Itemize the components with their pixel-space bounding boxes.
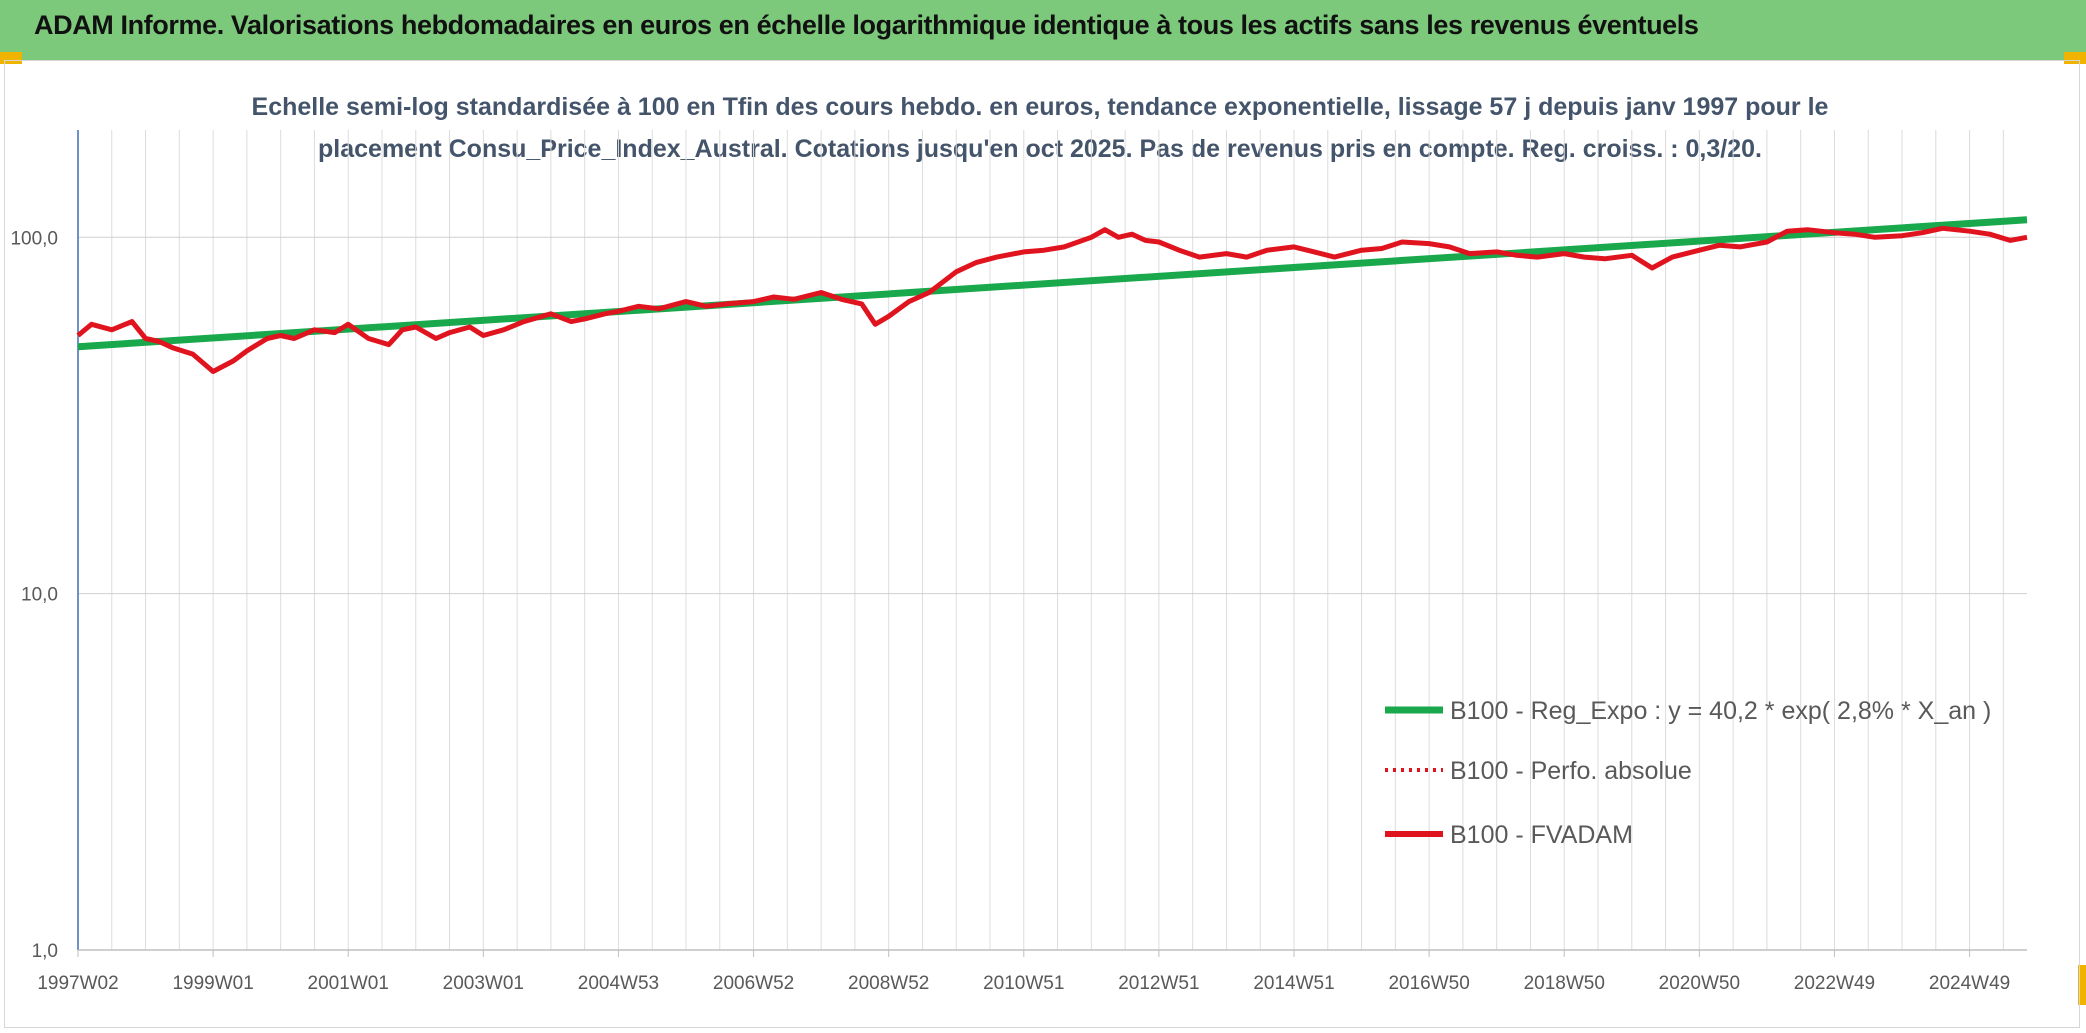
x-tick-label: 2024W49 [1929, 973, 2010, 994]
corner-marker-right [2064, 52, 2086, 64]
x-tick-label: 2003W01 [443, 973, 524, 994]
chart-subtitle-line-2: placement Consu_Price_Index_Austral. Cot… [318, 135, 1762, 163]
x-tick-label: 2012W51 [1118, 973, 1199, 994]
chart-legend: B100 - Reg_Expo : y = 40,2 * exp( 2,8% *… [1385, 697, 1991, 849]
series-line-fvadam [76, 225, 2028, 374]
grid-lines [78, 130, 2027, 951]
x-tick-label: 2016W50 [1388, 973, 1469, 994]
x-tick-label: 2010W51 [983, 973, 1064, 994]
corner-marker-left [0, 52, 22, 64]
chart-subtitle-line-1: Echelle semi-log standardisée à 100 en T… [252, 93, 1829, 121]
legend-label-fvadam: B100 - FVADAM [1450, 821, 1633, 849]
legend-label-perfo-absolue: B100 - Perfo. absolue [1450, 757, 1692, 785]
tick-labels: 1,0 10,0 100,0 1997W02 1999W01 2001W01 2003W01… [10, 228, 2010, 994]
x-tick-label: 2018W50 [1524, 973, 1605, 994]
x-tick-label: 2006W52 [713, 973, 794, 994]
y-tick-label: 1,0 [32, 941, 58, 962]
axes [77, 130, 2027, 957]
page-title: ADAM Informe. Valorisations hebdomadaire… [34, 10, 1699, 40]
header-banner: ADAM Informe. Valorisations hebdomadaire… [0, 0, 2086, 60]
x-tick-label: 2001W01 [308, 973, 389, 994]
x-tick-label: 2008W52 [848, 973, 929, 994]
y-tick-label: 100,0 [10, 228, 58, 249]
x-tick-label: 2004W53 [578, 973, 659, 994]
legend-label-reg-expo: B100 - Reg_Expo : y = 40,2 * exp( 2,8% *… [1450, 697, 1991, 725]
x-tick-label: 1997W02 [37, 973, 118, 994]
x-tick-label: 1999W01 [172, 973, 253, 994]
x-tick-label: 2020W50 [1659, 973, 1740, 994]
y-tick-label: 10,0 [21, 585, 58, 606]
x-tick-label: 2014W51 [1253, 973, 1334, 994]
chart-frame [4, 60, 2080, 1028]
x-tick-label: 2022W49 [1794, 973, 1875, 994]
corner-marker-bottom-right [2078, 965, 2086, 1005]
series-line-reg-expo [77, 216, 2028, 351]
series-lines [76, 216, 2028, 374]
